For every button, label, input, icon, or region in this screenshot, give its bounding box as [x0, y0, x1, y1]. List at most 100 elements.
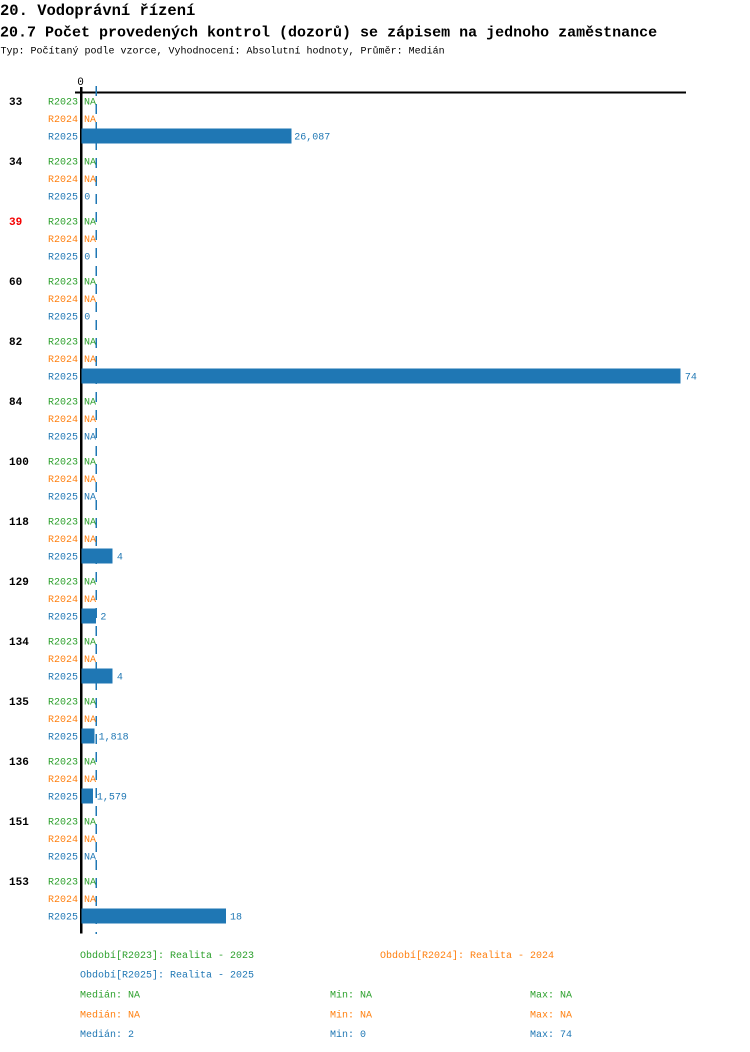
svg-text:NA: NA	[84, 295, 96, 306]
svg-text:0: 0	[84, 313, 90, 324]
svg-text:0: 0	[77, 77, 84, 89]
svg-text:R2023: R2023	[48, 817, 78, 828]
svg-text:Typ: Počítaný podle vzorce, Vy: Typ: Počítaný podle vzorce, Vyhodnocení:…	[1, 44, 445, 57]
svg-text:R2023: R2023	[48, 157, 78, 168]
svg-text:NA: NA	[84, 637, 96, 648]
svg-text:NA: NA	[84, 355, 96, 366]
svg-text:R2023: R2023	[48, 757, 78, 768]
svg-text:NA: NA	[84, 715, 96, 726]
svg-text:R2025: R2025	[48, 133, 78, 144]
svg-text:NA: NA	[84, 595, 96, 606]
svg-text:Období[R2024]: Realita - 2024: Období[R2024]: Realita - 2024	[380, 950, 554, 962]
svg-text:136: 136	[9, 757, 29, 769]
svg-text:Max: NA: Max: NA	[530, 991, 572, 1002]
svg-text:R2023: R2023	[48, 577, 78, 588]
svg-text:Medián: NA: Medián: NA	[80, 1009, 140, 1021]
svg-text:20. Vodoprávní řízení: 20. Vodoprávní řízení	[0, 2, 195, 20]
svg-text:1,818: 1,818	[99, 733, 129, 744]
svg-text:NA: NA	[84, 517, 96, 528]
svg-text:4: 4	[117, 673, 123, 684]
svg-text:R2025: R2025	[48, 373, 78, 384]
svg-text:R2025: R2025	[48, 493, 78, 504]
svg-text:153: 153	[9, 877, 29, 889]
svg-text:NA: NA	[84, 415, 96, 426]
svg-text:NA: NA	[84, 115, 96, 126]
svg-text:R2024: R2024	[48, 835, 78, 846]
svg-text:R2024: R2024	[48, 115, 78, 126]
svg-text:0: 0	[84, 193, 90, 204]
svg-text:R2025: R2025	[48, 613, 78, 624]
svg-text:1,579: 1,579	[97, 793, 127, 804]
svg-text:R2025: R2025	[48, 253, 78, 264]
svg-text:NA: NA	[84, 97, 96, 108]
svg-text:NA: NA	[84, 475, 96, 486]
svg-text:R2025: R2025	[48, 553, 78, 564]
svg-text:Min: NA: Min: NA	[330, 990, 372, 1002]
svg-text:Medián: 2: Medián: 2	[80, 1029, 134, 1041]
svg-text:4: 4	[117, 553, 123, 564]
svg-text:18: 18	[230, 913, 242, 924]
svg-text:NA: NA	[84, 337, 96, 348]
svg-text:R2023: R2023	[48, 397, 78, 408]
svg-text:R2024: R2024	[48, 775, 78, 786]
svg-text:R2023: R2023	[48, 637, 78, 648]
svg-text:NA: NA	[84, 433, 96, 444]
svg-text:134: 134	[9, 637, 29, 649]
svg-text:Min: 0: Min: 0	[330, 1029, 366, 1041]
svg-text:R2024: R2024	[48, 715, 78, 726]
svg-text:60: 60	[9, 277, 22, 289]
svg-text:NA: NA	[84, 835, 96, 846]
svg-text:R2023: R2023	[48, 517, 78, 528]
svg-text:151: 151	[9, 817, 29, 829]
svg-text:R2025: R2025	[48, 433, 78, 444]
svg-text:NA: NA	[84, 877, 96, 888]
svg-text:0: 0	[84, 253, 90, 264]
svg-text:R2023: R2023	[48, 337, 78, 348]
svg-text:R2024: R2024	[48, 535, 78, 546]
svg-text:NA: NA	[84, 277, 96, 288]
svg-text:Období[R2025]: Realita - 2025: Období[R2025]: Realita - 2025	[80, 970, 254, 982]
svg-text:NA: NA	[84, 757, 96, 768]
svg-text:R2023: R2023	[48, 97, 78, 108]
svg-text:135: 135	[9, 697, 29, 709]
svg-text:R2025: R2025	[48, 673, 78, 684]
svg-text:NA: NA	[84, 697, 96, 708]
svg-text:NA: NA	[84, 175, 96, 186]
svg-text:R2025: R2025	[48, 793, 78, 804]
svg-text:R2024: R2024	[48, 595, 78, 606]
svg-text:129: 129	[9, 577, 29, 589]
svg-text:R2023: R2023	[48, 877, 78, 888]
svg-text:118: 118	[9, 517, 29, 529]
svg-text:R2024: R2024	[48, 175, 78, 186]
svg-text:NA: NA	[84, 397, 96, 408]
svg-text:2: 2	[100, 613, 106, 624]
svg-text:74: 74	[685, 373, 697, 384]
svg-text:R2023: R2023	[48, 457, 78, 468]
svg-text:34: 34	[9, 157, 23, 169]
svg-text:R2025: R2025	[48, 853, 78, 864]
svg-text:NA: NA	[84, 775, 96, 786]
svg-text:NA: NA	[84, 157, 96, 168]
svg-text:NA: NA	[84, 655, 96, 666]
svg-text:NA: NA	[84, 493, 96, 504]
svg-text:R2025: R2025	[48, 913, 78, 924]
svg-text:Max: NA: Max: NA	[530, 1010, 572, 1021]
svg-text:NA: NA	[84, 457, 96, 468]
svg-text:NA: NA	[84, 235, 96, 246]
svg-text:Min: NA: Min: NA	[330, 1009, 372, 1021]
svg-text:R2025: R2025	[48, 313, 78, 324]
svg-text:R2024: R2024	[48, 295, 78, 306]
svg-text:NA: NA	[84, 217, 96, 228]
svg-text:39: 39	[9, 217, 22, 229]
svg-text:R2024: R2024	[48, 655, 78, 666]
svg-text:R2023: R2023	[48, 277, 78, 288]
svg-text:R2024: R2024	[48, 415, 78, 426]
svg-text:R2025: R2025	[48, 193, 78, 204]
svg-text:R2024: R2024	[48, 355, 78, 366]
svg-text:26,087: 26,087	[294, 133, 330, 144]
svg-text:NA: NA	[84, 817, 96, 828]
svg-text:Medián: NA: Medián: NA	[80, 990, 140, 1002]
svg-text:20.7 Počet provedených kontrol: 20.7 Počet provedených kontrol (dozorů) …	[0, 24, 657, 41]
svg-text:R2023: R2023	[48, 697, 78, 708]
svg-text:NA: NA	[84, 895, 96, 906]
